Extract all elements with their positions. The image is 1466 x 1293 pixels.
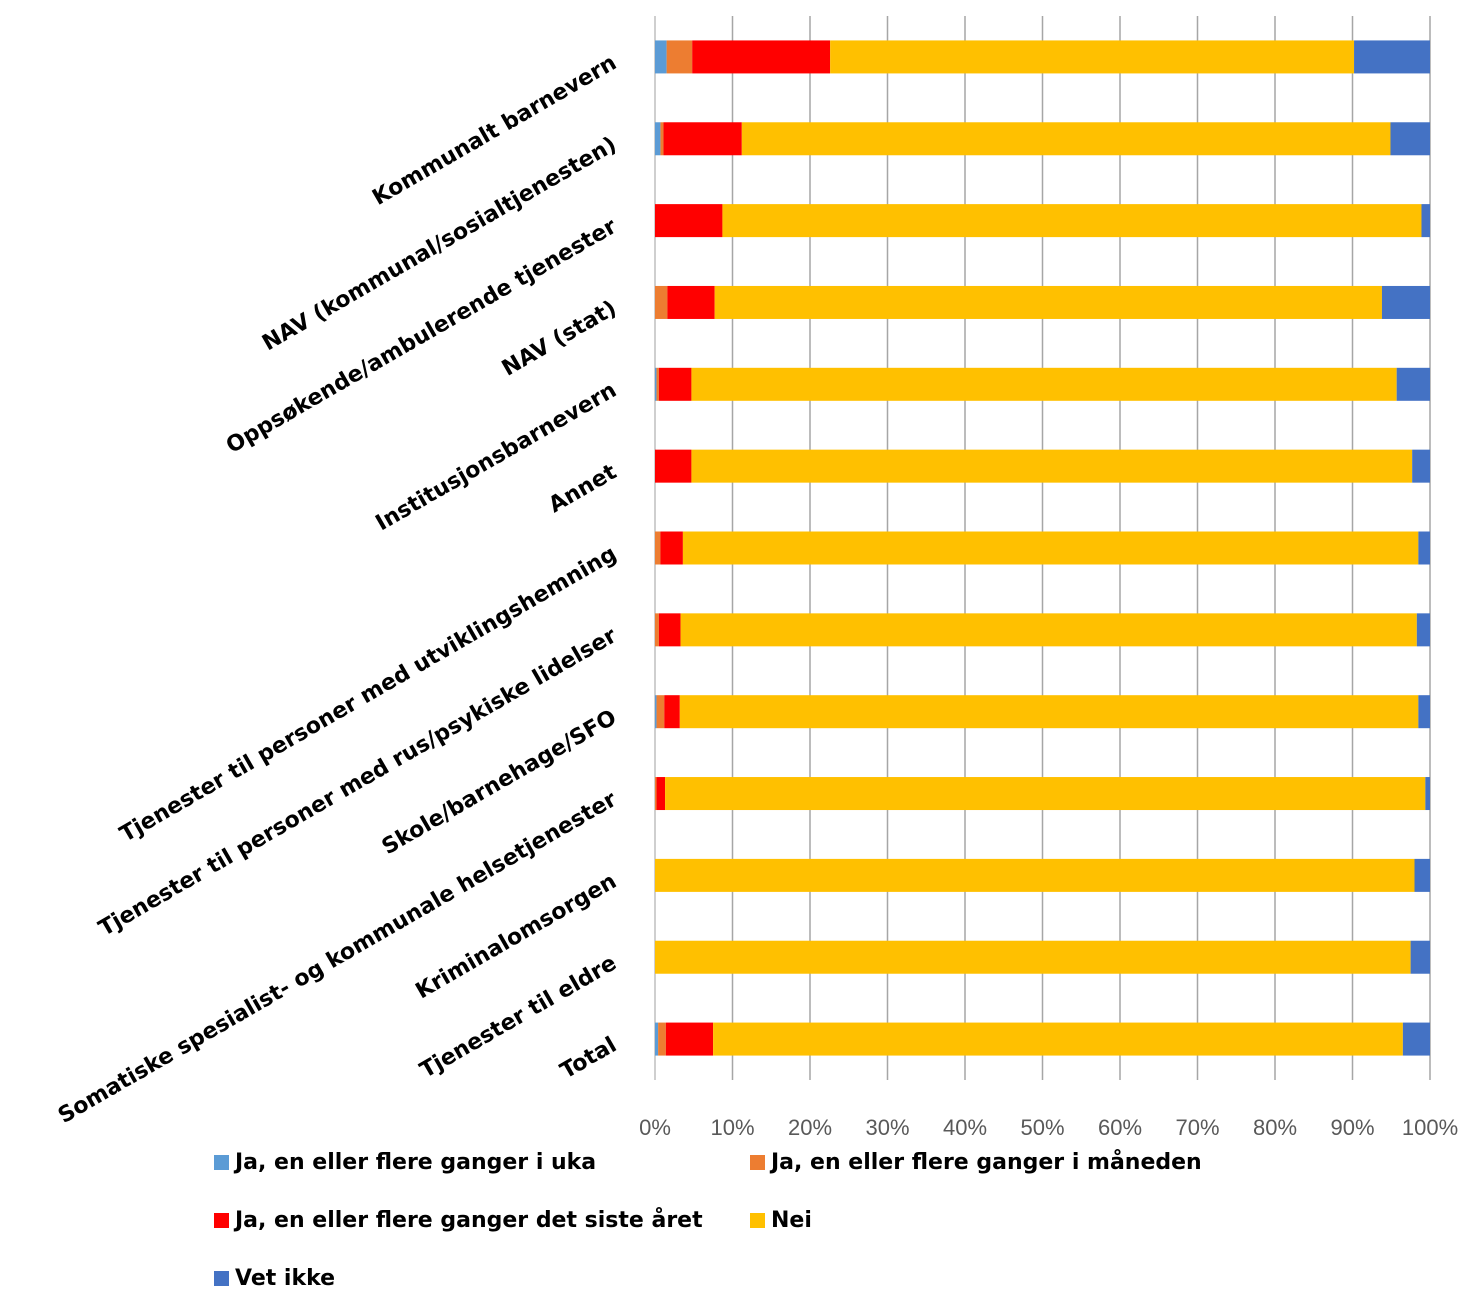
bar-segment — [713, 1022, 1403, 1056]
bar-segment — [655, 204, 723, 238]
bar-segment — [655, 122, 661, 156]
bar-segment — [664, 695, 680, 729]
legend-label: Nei — [771, 1208, 812, 1233]
bar-segment — [691, 449, 1413, 483]
x-tick-label: 80% — [1253, 1115, 1297, 1140]
bar-segment — [1421, 204, 1430, 238]
legend-swatch — [750, 1155, 765, 1170]
bar-segment — [655, 449, 692, 483]
bar-segment — [660, 122, 664, 156]
category-label: Tjenester til personer med utviklingshem… — [116, 542, 621, 848]
bar-segment — [1416, 613, 1430, 647]
category-label: Institusjonsbarnevern — [372, 378, 621, 536]
bar-segment — [655, 940, 1411, 974]
bar-segment — [655, 858, 1415, 892]
bar-segment — [682, 531, 1419, 565]
bar-segment — [655, 40, 667, 74]
x-tick-label: 10% — [710, 1115, 754, 1140]
bar-segment — [655, 1022, 659, 1056]
bar-segment — [658, 613, 681, 647]
bar-segment — [663, 122, 742, 156]
legend-swatch — [214, 1213, 229, 1228]
bar-segment — [655, 367, 657, 401]
bar-segment — [656, 777, 666, 811]
legend-item: Vet ikke — [214, 1266, 335, 1291]
bar-segment — [658, 367, 692, 401]
category-label: Tjenester til personer med rus/psykiske … — [95, 623, 621, 941]
bar-segment — [655, 531, 661, 565]
bar-segment — [1418, 531, 1430, 565]
bar-segment — [655, 777, 657, 811]
legend-label: Ja, en eller flere ganger det siste året — [235, 1208, 703, 1233]
bar-segment — [665, 777, 1426, 811]
x-tick-label: 50% — [1020, 1115, 1064, 1140]
bar-segment — [665, 1022, 714, 1056]
bar-segment — [655, 613, 659, 647]
bar-segment — [1410, 940, 1430, 974]
bar-segment — [660, 531, 683, 565]
x-tick-label: 20% — [788, 1115, 832, 1140]
bar-segment — [1412, 449, 1430, 483]
bar-segment — [741, 122, 1391, 156]
category-label: Annet — [545, 459, 622, 518]
bar-segment — [1354, 40, 1430, 74]
bar-segment — [679, 695, 1419, 729]
legend-label: Vet ikke — [235, 1266, 336, 1291]
bar-segment — [666, 40, 693, 74]
legend-item: Nei — [750, 1208, 812, 1233]
x-axis-tick-labels: 0% 10% 20% 30% 40% 50% 60% 70% 80% 90% 100% — [639, 1115, 1458, 1140]
legend-item: Ja, en eller flere ganger i uka — [214, 1150, 596, 1175]
x-tick-label: 30% — [865, 1115, 909, 1140]
legend-swatch — [214, 1155, 229, 1170]
bar-segment — [1414, 858, 1430, 892]
bar-segment — [680, 613, 1417, 647]
x-tick-label: 0% — [639, 1115, 671, 1140]
legend-label: Ja, en eller flere ganger i måneden — [771, 1150, 1202, 1175]
category-label: Total — [556, 1033, 621, 1085]
bar-segment — [692, 40, 831, 74]
x-tick-label: 40% — [943, 1115, 987, 1140]
x-tick-label: 90% — [1330, 1115, 1374, 1140]
legend-swatch — [750, 1213, 765, 1228]
bar-segment — [1381, 285, 1430, 319]
x-tick-label: 100% — [1402, 1115, 1458, 1140]
category-label: Kommunalt barnevern — [368, 50, 621, 210]
category-label: NAV (stat) — [498, 296, 621, 382]
x-tick-label: 60% — [1098, 1115, 1142, 1140]
x-tick-label: 70% — [1175, 1115, 1219, 1140]
bar-segment — [1402, 1022, 1430, 1056]
bar-segment — [655, 285, 668, 319]
bar-segment — [1425, 777, 1430, 811]
bar-segment — [655, 695, 657, 729]
bar-segment — [656, 695, 665, 729]
bar-segment — [1396, 367, 1430, 401]
bar-segment — [691, 367, 1397, 401]
bar-segment — [656, 367, 659, 401]
bar-segment — [830, 40, 1355, 74]
legend-item: Ja, en eller flere ganger i måneden — [750, 1150, 1202, 1175]
bar-segment — [714, 285, 1382, 319]
bar-segment — [1418, 695, 1430, 729]
bar-segment — [667, 285, 715, 319]
legend-swatch — [214, 1271, 229, 1286]
bar-segment — [1390, 122, 1430, 156]
category-label: Skole/barnehage/SFO — [378, 705, 621, 860]
legend-label: Ja, en eller flere ganger i uka — [235, 1150, 597, 1175]
bar-segment — [658, 1022, 666, 1056]
bars — [655, 40, 1430, 1056]
legend-item: Ja, en eller flere ganger det siste året — [214, 1208, 703, 1233]
legend: Ja, en eller flere ganger i uka Ja, en el… — [214, 1146, 1414, 1291]
bar-segment — [722, 204, 1422, 238]
